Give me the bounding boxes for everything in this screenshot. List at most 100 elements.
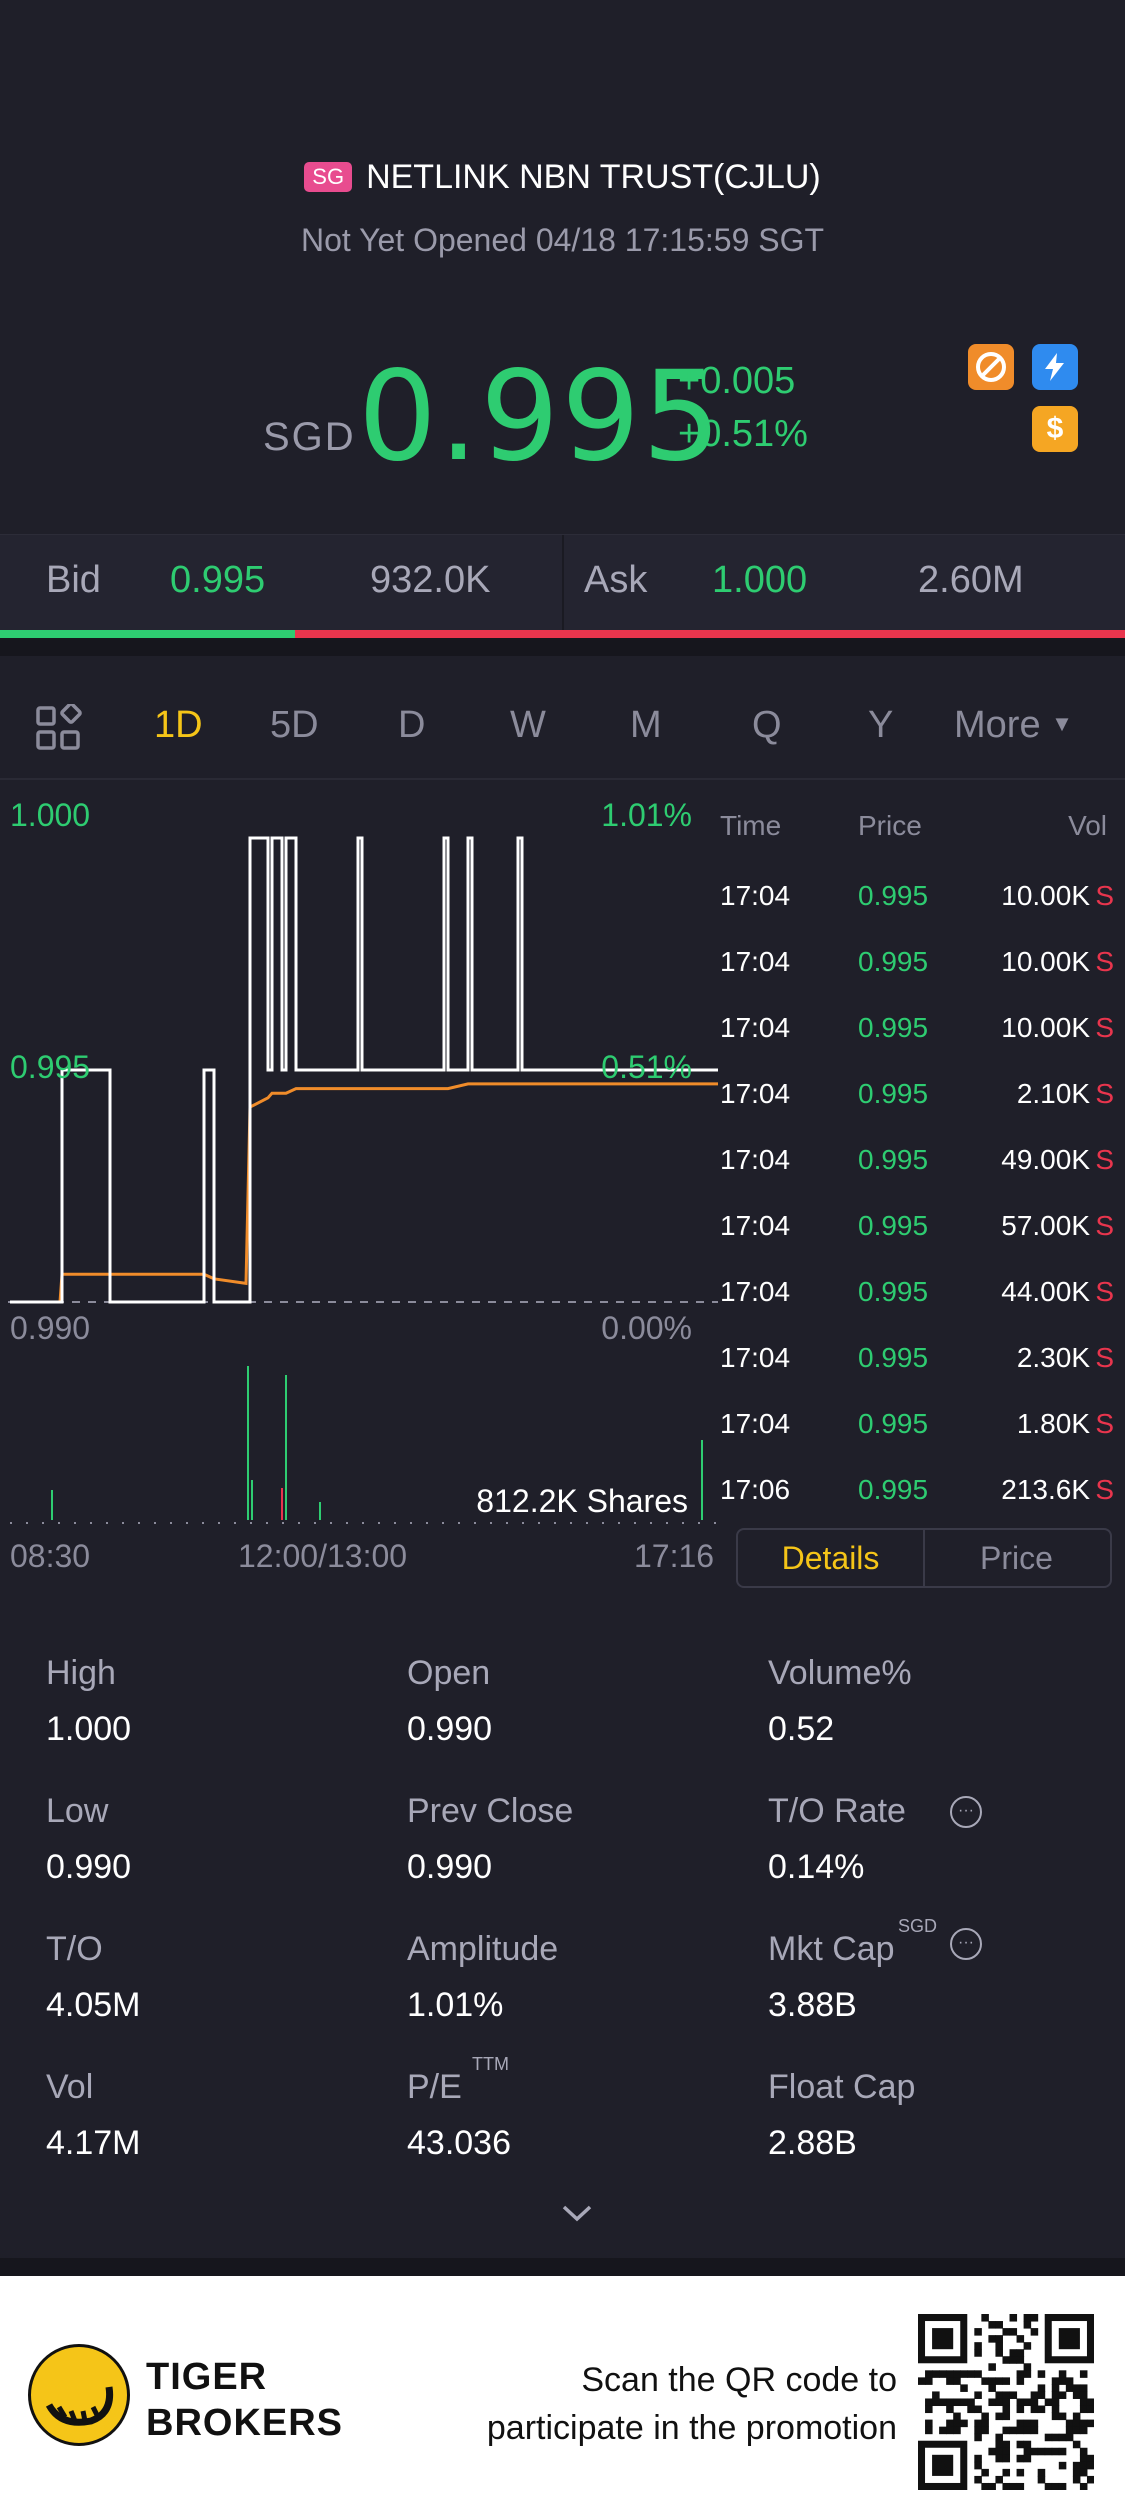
open-label: Open bbox=[407, 1654, 491, 1692]
trade-row: 17:04 0.995 10.00K S bbox=[720, 880, 1120, 946]
pe-value: 43.036 bbox=[407, 2124, 511, 2162]
intraday-chart[interactable]: 1.000 0.995 0.990 1.01% 0.51% 0.00% 812.… bbox=[0, 790, 720, 1530]
trade-row: 17:04 0.995 1.80K S bbox=[720, 1408, 1120, 1474]
prev-close-label: Prev Close bbox=[407, 1792, 574, 1830]
period-tabs: 1D 5D D W M Q Y More ▼ bbox=[0, 690, 1125, 760]
trades-header-time: Time bbox=[720, 810, 782, 841]
dollar-icon[interactable]: $ bbox=[1032, 406, 1078, 452]
bid-label: Bid bbox=[46, 559, 101, 601]
market-cap-currency: SGD bbox=[898, 1916, 938, 1936]
trade-price: 0.995 bbox=[858, 946, 929, 977]
pct-axis-bottom: 0.00% bbox=[601, 1310, 692, 1346]
brand-line-1: TIGER bbox=[146, 2356, 268, 2398]
tab-more-label: More bbox=[954, 704, 1041, 746]
tab-more[interactable]: More ▼ bbox=[954, 704, 1073, 747]
x-axis-mid: 12:00/13:00 bbox=[238, 1538, 408, 1574]
details-tab[interactable]: Details bbox=[738, 1530, 925, 1586]
trade-time: 17:06 bbox=[720, 1474, 791, 1505]
turnover-value: 4.05M bbox=[46, 1986, 141, 2024]
trade-side: S bbox=[1095, 1210, 1114, 1241]
trade-volume: 10.00K bbox=[1001, 946, 1090, 977]
brand-line-2: BROKERS bbox=[146, 2402, 344, 2444]
tab-w[interactable]: W bbox=[510, 704, 546, 746]
tiger-logo-icon bbox=[28, 2344, 130, 2446]
price-tab[interactable]: Price bbox=[980, 1540, 1053, 1576]
tab-q[interactable]: Q bbox=[752, 704, 782, 746]
lightning-icon[interactable] bbox=[1032, 344, 1078, 390]
y-axis-mid: 0.995 bbox=[10, 1049, 90, 1085]
trade-volume: 57.00K bbox=[1001, 1210, 1090, 1241]
promo-line-1: Scan the QR code to bbox=[581, 2361, 897, 2399]
market-cap-info-icon[interactable]: ··· bbox=[950, 1928, 982, 1960]
tab-d[interactable]: D bbox=[398, 704, 426, 746]
x-axis-start: 08:30 bbox=[10, 1538, 91, 1574]
y-axis-top: 1.000 bbox=[10, 797, 90, 833]
trade-volume: 10.00K bbox=[1001, 880, 1090, 911]
trade-time: 17:04 bbox=[720, 1342, 791, 1373]
trade-price: 0.995 bbox=[858, 1342, 929, 1373]
tab-y[interactable]: Y bbox=[868, 704, 894, 746]
trade-time: 17:04 bbox=[720, 1012, 791, 1043]
tab-m[interactable]: M bbox=[630, 704, 662, 746]
trade-volume: 10.00K bbox=[1001, 1012, 1090, 1043]
volume-total-label: 812.2K Shares bbox=[476, 1483, 688, 1519]
ask-price: 1.000 bbox=[712, 559, 808, 601]
ask-label: Ask bbox=[584, 559, 648, 601]
prev-close-value: 0.990 bbox=[407, 1848, 493, 1886]
x-axis-end: 17:16 bbox=[634, 1538, 715, 1574]
currency-label: SGD bbox=[263, 415, 356, 459]
price-line bbox=[10, 836, 718, 1304]
market-cap-label: Mkt Cap bbox=[768, 1930, 895, 1968]
trade-time: 17:04 bbox=[720, 1078, 791, 1109]
high-label: High bbox=[46, 1654, 116, 1692]
trade-price: 0.995 bbox=[858, 1144, 929, 1175]
details-price-toggle: Details Price bbox=[736, 1528, 1112, 1588]
low-label: Low bbox=[46, 1792, 109, 1830]
trade-side: S bbox=[1095, 1012, 1114, 1043]
trade-side: S bbox=[1095, 880, 1114, 911]
ask-size: 2.60M bbox=[918, 559, 1024, 601]
market-cap-value: 3.88B bbox=[768, 1986, 857, 2024]
stock-title: SG NETLINK NBN TRUST(CJLU) bbox=[0, 158, 1125, 197]
trade-row: 17:04 0.995 2.30K S bbox=[720, 1342, 1120, 1408]
vol-label: Vol bbox=[46, 2068, 94, 2106]
trade-price: 0.995 bbox=[858, 1012, 929, 1043]
tab-1d[interactable]: 1D bbox=[154, 704, 203, 746]
bid-ask-divider bbox=[562, 535, 564, 631]
trades-header-vol: Vol bbox=[1068, 810, 1107, 841]
trade-row: 17:04 0.995 57.00K S bbox=[720, 1210, 1120, 1276]
trade-row: 17:04 0.995 49.00K S bbox=[720, 1144, 1120, 1210]
trade-side: S bbox=[1095, 1078, 1114, 1109]
trade-price: 0.995 bbox=[858, 1210, 929, 1241]
trade-side: S bbox=[1095, 1408, 1114, 1439]
trade-row: 17:04 0.995 44.00K S bbox=[720, 1276, 1120, 1342]
price-change: +0.005 bbox=[678, 360, 796, 402]
turnover-rate-info-icon[interactable]: ··· bbox=[950, 1796, 982, 1828]
average-price-line bbox=[10, 1082, 718, 1304]
trade-volume: 1.80K bbox=[1016, 1408, 1090, 1439]
trade-row: 17:04 0.995 2.10K S bbox=[720, 1078, 1120, 1144]
open-value: 0.990 bbox=[407, 1710, 493, 1748]
turnover-rate-label: T/O Rate bbox=[768, 1792, 906, 1830]
pct-axis-top: 1.01% bbox=[601, 797, 692, 833]
tab-5d[interactable]: 5D bbox=[270, 704, 319, 746]
expand-chevron-icon[interactable] bbox=[560, 2190, 594, 2235]
y-axis-bottom: 0.990 bbox=[10, 1310, 90, 1346]
last-price: 0.995 bbox=[358, 345, 723, 489]
trade-side: S bbox=[1095, 1474, 1114, 1505]
trade-price: 0.995 bbox=[858, 1474, 929, 1505]
qr-code bbox=[918, 2314, 1094, 2490]
trade-price: 0.995 bbox=[858, 1078, 929, 1109]
turnover-rate-value: 0.14% bbox=[768, 1848, 865, 1886]
caret-down-icon: ▼ bbox=[1051, 711, 1073, 736]
amplitude-label: Amplitude bbox=[407, 1930, 559, 1968]
float-cap-label: Float Cap bbox=[768, 2068, 916, 2106]
market-status: Not Yet Opened 04/18 17:15:59 SGT bbox=[300, 222, 825, 258]
trade-volume: 44.00K bbox=[1001, 1276, 1090, 1307]
brand-name: TIGER BROKERS bbox=[146, 2354, 343, 2446]
trade-row: 17:04 0.995 10.00K S bbox=[720, 1012, 1120, 1078]
layout-grid-icon[interactable] bbox=[34, 702, 82, 757]
no-short-icon[interactable] bbox=[968, 344, 1014, 390]
trade-side: S bbox=[1095, 1276, 1114, 1307]
promo-text: Scan the QR code to participate in the p… bbox=[487, 2356, 897, 2452]
